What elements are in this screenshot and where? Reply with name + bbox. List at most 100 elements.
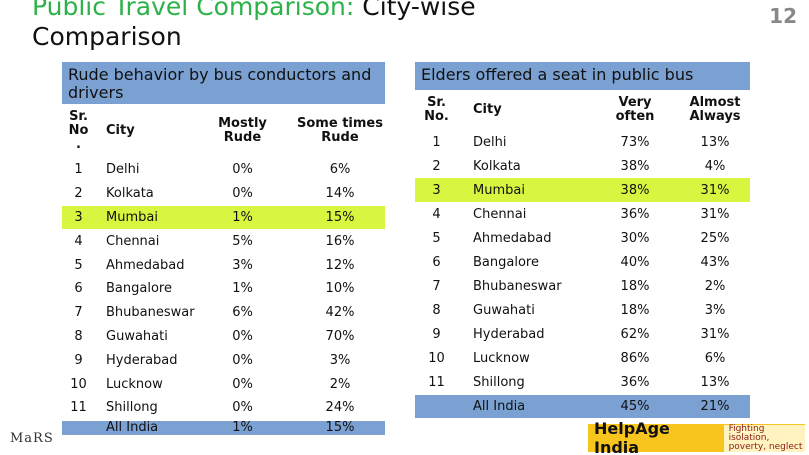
cell: 18% xyxy=(620,302,650,318)
table-row: 5 Ahmedabad 30% 25% xyxy=(415,226,750,250)
cell: 6% xyxy=(704,350,726,366)
cell: Guwahati xyxy=(106,328,168,344)
cell: 40% xyxy=(620,254,650,270)
table-row: 7 Bhubaneswar 6% 42% xyxy=(62,301,385,325)
cell: 18% xyxy=(620,278,650,294)
cell: Kolkata xyxy=(106,186,154,202)
column-header: City xyxy=(473,102,502,117)
cell: 10 xyxy=(70,376,87,392)
cell: 25% xyxy=(700,230,730,246)
column-header: Sr. No . xyxy=(68,109,89,152)
cell: 45% xyxy=(620,399,650,414)
cell: Bangalore xyxy=(106,281,172,297)
cell: 4 xyxy=(432,206,441,222)
cell: 38% xyxy=(620,182,650,198)
cell: Bhubaneswar xyxy=(106,305,195,321)
table-row: 4 Chennai 5% 16% xyxy=(62,229,385,253)
column-header: Mostly Rude xyxy=(218,116,267,145)
cell: 11 xyxy=(428,374,445,390)
cell: 4 xyxy=(74,233,83,249)
cell: 6 xyxy=(74,281,83,297)
cell: 38% xyxy=(620,158,650,174)
cell: 2 xyxy=(74,186,83,202)
table-row: 7 Bhubaneswar 18% 2% xyxy=(415,274,750,298)
cell: 0% xyxy=(232,400,253,416)
cell: Mumbai xyxy=(106,209,158,225)
cell: Lucknow xyxy=(473,350,530,366)
table-row: 5 Ahmedabad 3% 12% xyxy=(62,253,385,277)
cell: 70% xyxy=(325,328,355,344)
cell: Delhi xyxy=(473,134,507,150)
cell: 0% xyxy=(232,162,253,178)
cell: Chennai xyxy=(473,206,527,222)
cell: Hyderabad xyxy=(473,326,545,342)
cell: 62% xyxy=(620,326,650,342)
cell: 21% xyxy=(700,399,730,414)
cell: Guwahati xyxy=(473,302,535,318)
cell: 9 xyxy=(432,326,441,342)
cell: 0% xyxy=(232,328,253,344)
cell: 2% xyxy=(329,376,351,392)
cell: 13% xyxy=(700,134,730,150)
cell: 36% xyxy=(620,374,650,390)
table-row: 8 Guwahati 18% 3% xyxy=(415,298,750,322)
table-row: 10 Lucknow 86% 6% xyxy=(415,346,750,370)
table-row: 2 Kolkata 38% 4% xyxy=(415,154,750,178)
cell: 10% xyxy=(325,281,355,297)
cell: 36% xyxy=(620,206,650,222)
cell: 1 xyxy=(432,134,441,150)
cell: 8 xyxy=(432,302,441,318)
cell: 7 xyxy=(74,305,83,321)
helpage-logo: HelpAge India Fighting isolation, povert… xyxy=(588,419,805,455)
column-header: Sr. No. xyxy=(424,95,449,124)
cell: 10 xyxy=(428,350,445,366)
tagline: Fighting isolation, poverty, neglect xyxy=(723,424,805,452)
cell: 1% xyxy=(232,281,253,297)
table-row: 10 Lucknow 0% 2% xyxy=(62,372,385,396)
cell: 1 xyxy=(74,162,83,178)
cell: 5 xyxy=(432,230,441,246)
cell: Shillong xyxy=(106,400,158,416)
cell: All India xyxy=(473,399,526,414)
table-row: 9 Hyderabad 0% 3% xyxy=(62,348,385,372)
column-header: Almost Always xyxy=(689,95,741,124)
table-row: 4 Chennai 36% 31% xyxy=(415,202,750,226)
table-row: 11 Shillong 36% 13% xyxy=(415,370,750,394)
column-header: Some times Rude xyxy=(297,116,383,145)
cell: Ahmedabad xyxy=(473,230,552,246)
slide-title: Public Travel Comparison: City-wise Comp… xyxy=(32,0,592,52)
page-number: 12 xyxy=(769,4,797,28)
cell: 43% xyxy=(700,254,730,270)
brand: HelpAge India xyxy=(594,419,670,455)
table-row: 6 Bangalore 40% 43% xyxy=(415,250,750,274)
cell: 12% xyxy=(325,257,355,273)
table-row: 3 Mumbai 38% 31% xyxy=(415,178,750,202)
column-header: City xyxy=(106,123,135,138)
cell: 42% xyxy=(325,305,355,321)
cell: Shillong xyxy=(473,374,525,390)
cell: 5% xyxy=(232,233,253,249)
cell: Chennai xyxy=(106,233,160,249)
cell: Lucknow xyxy=(106,376,163,392)
cell: Hyderabad xyxy=(106,352,178,368)
title-highlight: Public Travel Comparison: xyxy=(32,0,355,21)
cell: Delhi xyxy=(106,162,140,178)
total-row: All India 1% 15% xyxy=(62,420,385,436)
cell: 1% xyxy=(232,420,253,436)
cell: 15% xyxy=(325,420,355,436)
table-row: 1 Delhi 0% 6% xyxy=(62,158,385,182)
cell: Ahmedabad xyxy=(106,257,185,273)
cell: All India xyxy=(106,420,159,436)
table-row: 9 Hyderabad 62% 31% xyxy=(415,322,750,346)
cell: 3% xyxy=(329,352,351,368)
cell: 6 xyxy=(432,254,441,270)
cell: 73% xyxy=(620,134,650,150)
cell: 0% xyxy=(232,186,253,202)
title-rest: City-wise Comparison xyxy=(32,0,476,51)
cell: Kolkata xyxy=(473,158,521,174)
table-row: 1 Delhi 73% 13% xyxy=(415,130,750,154)
mars-logo: MaRS xyxy=(10,431,54,446)
cell: 31% xyxy=(700,326,730,342)
header-row: Sr. No. City Very often Almost Always xyxy=(415,90,750,130)
